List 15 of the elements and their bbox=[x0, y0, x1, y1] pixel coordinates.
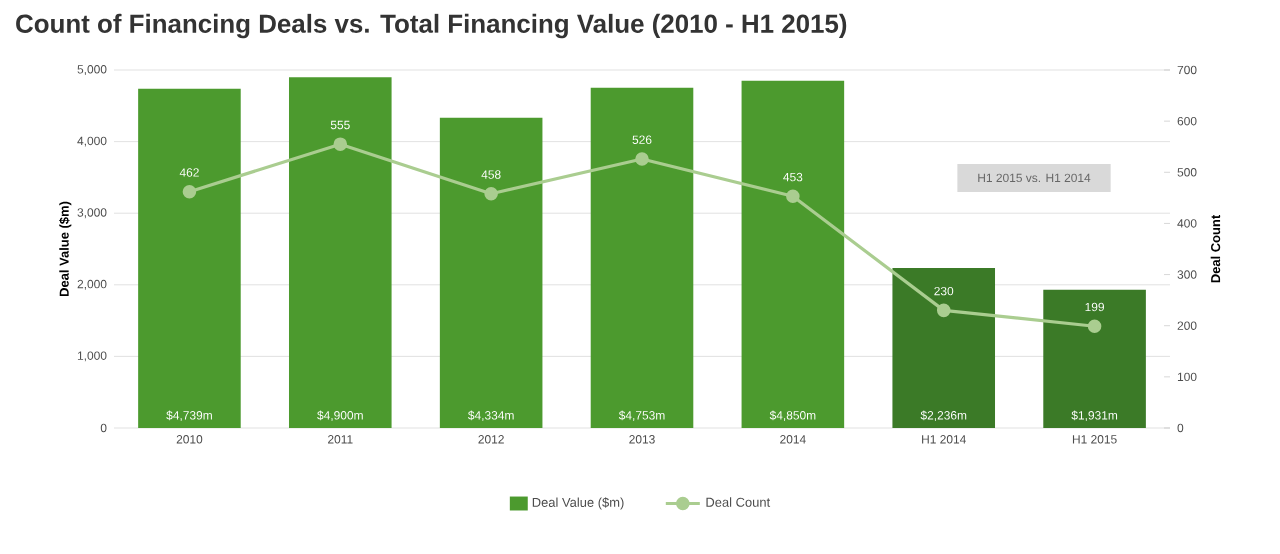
point bbox=[786, 189, 800, 204]
chart-title: Count of Financing Deals vs. Total Financing Value (2010 - H1 2015) bbox=[16, 13, 847, 39]
bar bbox=[439, 117, 543, 428]
point bbox=[484, 186, 498, 201]
point bbox=[936, 303, 951, 318]
bar bbox=[288, 77, 392, 428]
bar bbox=[892, 267, 996, 428]
point bbox=[333, 137, 348, 151]
bar bbox=[741, 80, 845, 428]
bar bbox=[1043, 289, 1146, 428]
point bbox=[182, 184, 197, 199]
point bbox=[1087, 319, 1102, 334]
bar bbox=[590, 87, 694, 428]
bar bbox=[138, 88, 241, 428]
point bbox=[635, 152, 649, 166]
